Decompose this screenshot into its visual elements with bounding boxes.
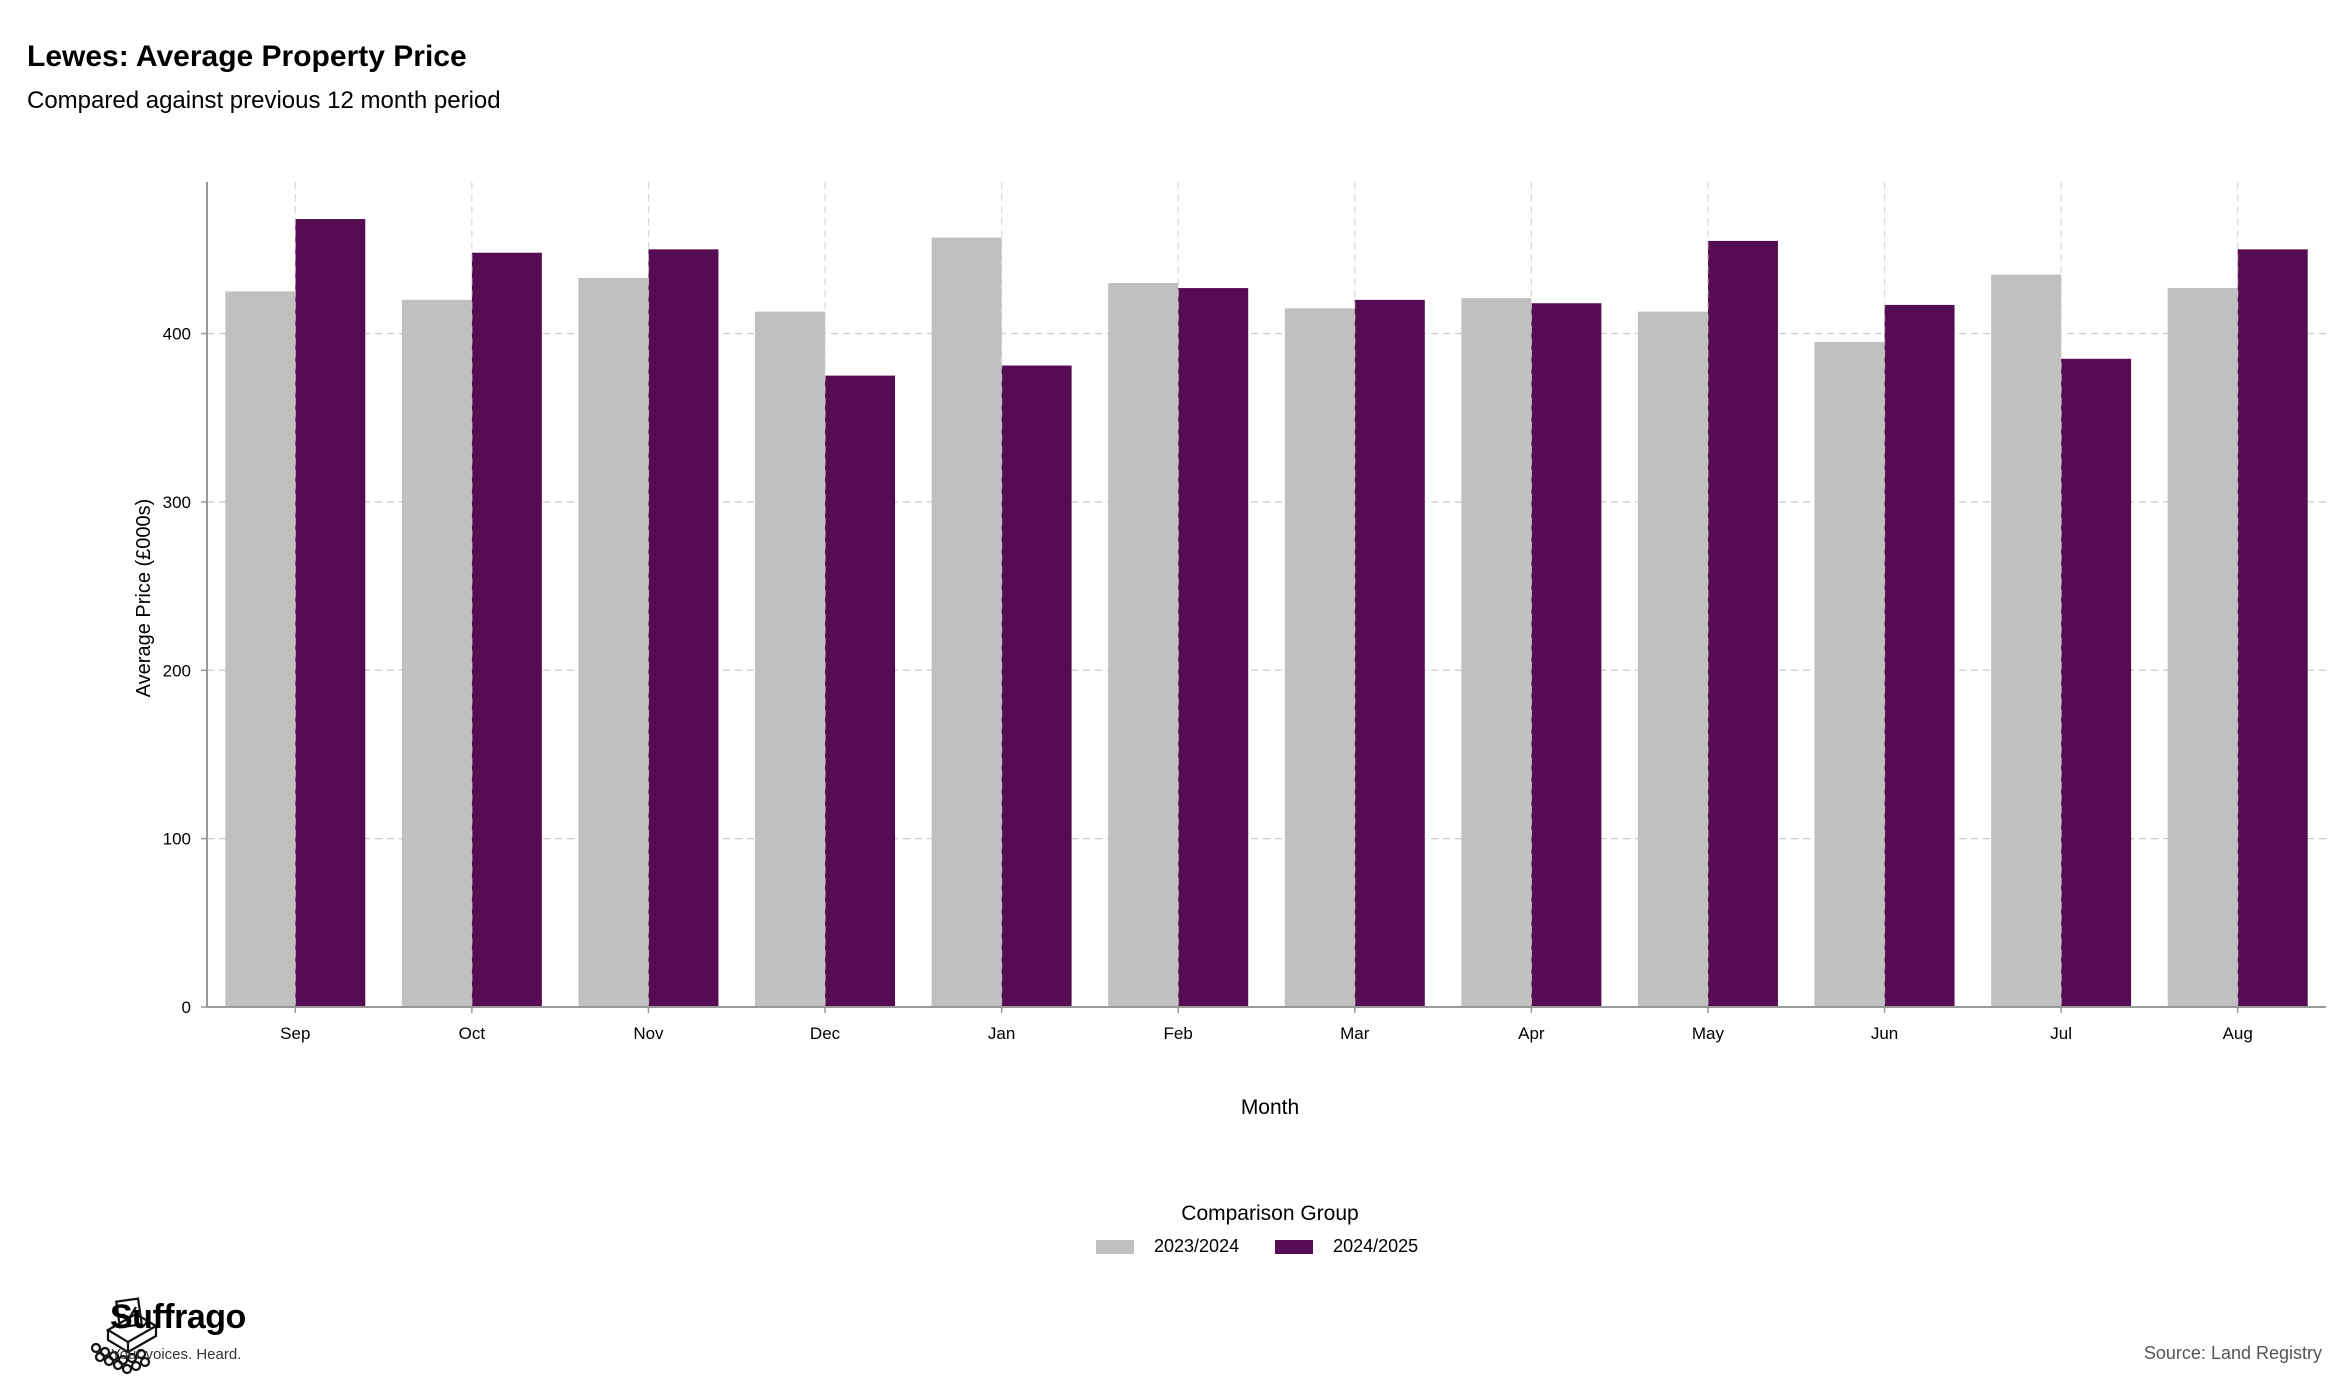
gridlines [207,332,2326,840]
x-tick-label: Oct [459,1024,486,1043]
x-tick-label: Feb [1164,1024,1193,1043]
y-axis-label: Average Price (£000s) [133,499,155,698]
legend-title: Comparison Group [1181,1202,1359,1225]
bar-2024-2025-jun [1884,304,1955,1007]
legend-item-2023-2024: 2023/2024 [1096,1236,1239,1257]
bar-2023-2024-sep [225,291,296,1007]
bar-2023-2024-apr [1461,298,1532,1007]
bar-2023-2024-mar [1284,308,1355,1007]
x-tick-label: Sep [280,1024,310,1043]
bar-2023-2024-jul [1991,274,2062,1007]
y-tick-label: 0 [182,998,191,1017]
x-tick-label: Apr [1518,1024,1545,1043]
axes: 0 100 200 300 400 Sep Oct Nov Dec Jan Feb Mar Apr May… [163,182,2326,1043]
bar-2024-2025-apr [1531,303,1602,1007]
legend: 2023/2024 2024/2025 [1096,1236,1454,1257]
x-tick-label: Jun [1871,1024,1898,1043]
x-tick-label: Jul [2050,1024,2072,1043]
legend-swatch-2023-2024 [1096,1239,1134,1254]
bar-2023-2024-feb [1108,283,1179,1008]
x-tick-label: Dec [810,1024,841,1043]
x-tick-label: Aug [2223,1024,2253,1043]
source-note: Source: Land Registry [2143,1343,2322,1363]
bar-2024-2025-sep [295,219,366,1007]
y-tick-label: 200 [163,661,191,680]
bar-2023-2024-nov [578,277,649,1008]
brand-tagline: Your voices. Heard. [111,1346,242,1363]
bar-2023-2024-dec [755,311,826,1008]
x-tick-label: May [1692,1024,1725,1043]
bar-2024-2025-dec [825,375,896,1007]
bar-2024-2025-jul [2061,358,2132,1007]
chart-subtitle: Compared against previous 12 month perio… [27,87,501,114]
bar-2024-2025-oct [471,252,542,1007]
x-axis-label: Month [1241,1096,1299,1119]
x-tick-label: Mar [1340,1024,1370,1043]
bar-2024-2025-aug [2237,249,2308,1008]
legend-label-2024-2025: 2024/2025 [1333,1236,1419,1256]
bar-2023-2024-aug [2167,288,2238,1008]
bar-2024-2025-mar [1354,299,1425,1007]
bar-2024-2025-nov [648,249,719,1008]
y-tick-label: 300 [163,493,191,512]
bars [225,219,2308,1008]
chart-title: Lewes: Average Property Price [27,40,467,73]
bar-2024-2025-feb [1178,288,1249,1008]
y-tick-label: 400 [163,325,191,344]
ballot-box-logo-icon [90,1297,159,1375]
bar-chart: 0 100 200 300 400 Sep Oct Nov Dec Jan Feb Mar Apr May… [133,182,2326,1119]
y-tick-label: 100 [163,830,191,849]
bar-2024-2025-may [1707,240,1778,1007]
vertical-gridlines [294,182,2239,1007]
bar-2023-2024-jan [931,237,1002,1007]
bar-2024-2025-jan [1001,365,1072,1008]
legend-label-2023-2024: 2023/2024 [1154,1236,1240,1256]
legend-swatch-2024-2025 [1275,1239,1314,1254]
legend-item-2024-2025: 2024/2025 [1275,1236,1418,1257]
x-tick-label: Jan [988,1024,1015,1043]
brand-name: Suffrago [110,1298,246,1336]
bar-2023-2024-oct [401,299,472,1007]
bar-2023-2024-may [1637,311,1708,1008]
x-tick-label: Nov [633,1024,664,1043]
bar-2023-2024-jun [1814,341,1885,1007]
